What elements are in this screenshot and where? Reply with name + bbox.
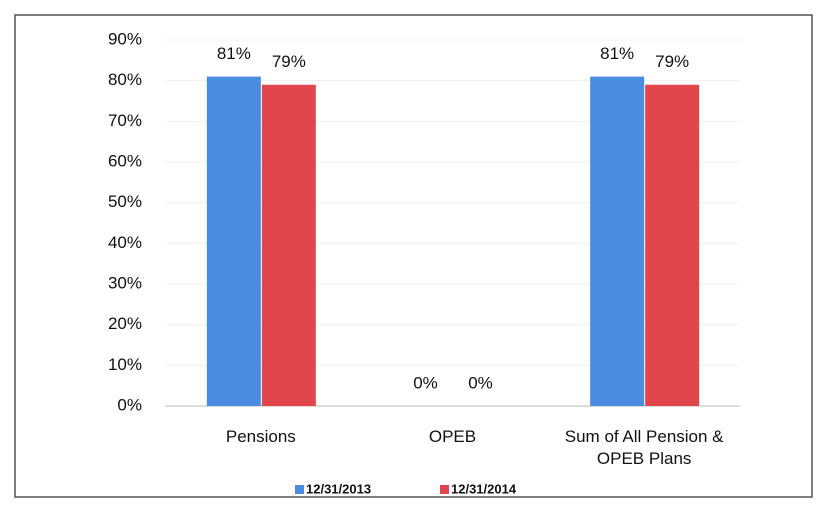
legend-label: 12/31/2013 xyxy=(306,481,371,496)
y-tick-label: 30% xyxy=(108,273,142,292)
data-label: 0% xyxy=(413,373,438,392)
data-label: 79% xyxy=(655,52,689,71)
legend-swatch xyxy=(295,485,304,494)
x-tick-label: OPEB xyxy=(428,427,477,446)
bar xyxy=(206,76,261,406)
y-tick-label: 50% xyxy=(108,192,142,211)
bar xyxy=(645,84,700,406)
y-tick-label: 0% xyxy=(117,395,142,414)
y-tick-label: 60% xyxy=(108,151,142,170)
legend-swatch xyxy=(440,485,449,494)
bar xyxy=(261,84,316,406)
data-label: 81% xyxy=(600,44,634,63)
bar xyxy=(590,76,645,406)
y-tick-label: 80% xyxy=(108,70,142,89)
y-tick-label: 40% xyxy=(108,233,142,252)
y-tick-label: 70% xyxy=(108,111,142,130)
y-tick-label: 90% xyxy=(108,29,142,48)
legend-label: 12/31/2014 xyxy=(451,481,517,496)
data-label: 0% xyxy=(468,373,493,392)
x-tick-label: Sum of All Pension & OPEB Plans xyxy=(564,427,724,468)
data-label: 81% xyxy=(217,44,251,63)
y-tick-label: 10% xyxy=(108,355,142,374)
data-label: 79% xyxy=(272,52,306,71)
y-tick-label: 20% xyxy=(108,314,142,333)
x-tick-label: Pensions xyxy=(225,427,296,446)
